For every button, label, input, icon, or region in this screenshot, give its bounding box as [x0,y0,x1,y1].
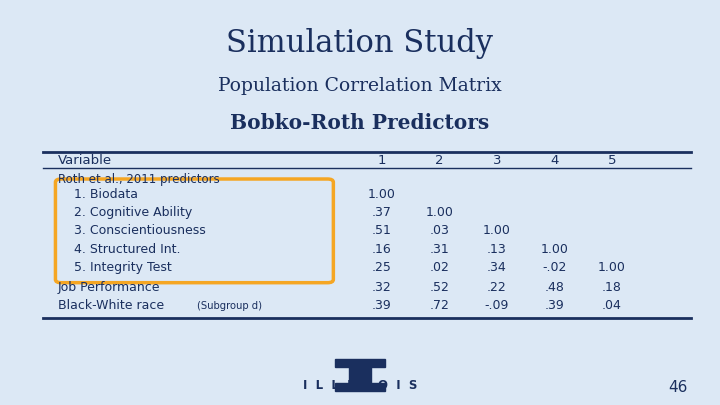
Text: .52: .52 [429,281,449,294]
Text: 2. Cognitive Ability: 2. Cognitive Ability [58,206,192,219]
Text: 2: 2 [435,154,444,167]
Text: 1.00: 1.00 [483,224,510,237]
Text: .32: .32 [372,281,392,294]
Text: .72: .72 [429,299,449,312]
Text: .51: .51 [372,224,392,237]
Text: 3. Conscientiousness: 3. Conscientiousness [58,224,205,237]
Text: .13: .13 [487,243,507,256]
Text: I  L  L  I  N  O  I  S: I L L I N O I S [303,379,417,392]
Text: .16: .16 [372,243,392,256]
Text: 1.00: 1.00 [368,188,395,201]
Text: .37: .37 [372,206,392,219]
Bar [335,383,385,391]
Text: .31: .31 [429,243,449,256]
Text: Simulation Study: Simulation Study [227,28,493,60]
Text: 5. Integrity Test: 5. Integrity Test [58,261,171,274]
Text: Roth et al., 2011 predictors: Roth et al., 2011 predictors [58,173,220,186]
Text: 4: 4 [550,154,559,167]
Text: Population Correlation Matrix: Population Correlation Matrix [218,77,502,95]
Text: Job Performance: Job Performance [58,281,160,294]
Text: .39: .39 [372,299,392,312]
Text: 1: 1 [377,154,386,167]
Text: .22: .22 [487,281,507,294]
Text: 5: 5 [608,154,616,167]
Text: .25: .25 [372,261,392,274]
Text: 46: 46 [668,380,688,395]
Text: .18: .18 [602,281,622,294]
Text: (Subgroup d): (Subgroup d) [197,301,261,311]
Text: Bobko-Roth Predictors: Bobko-Roth Predictors [230,113,490,133]
Text: 3: 3 [492,154,501,167]
Text: .48: .48 [544,281,564,294]
Text: .39: .39 [544,299,564,312]
Text: 1.00: 1.00 [426,206,453,219]
Text: -.09: -.09 [485,299,509,312]
Bar [349,366,371,383]
Text: Black-White race: Black-White race [58,299,168,312]
Text: Variable: Variable [58,154,112,167]
Text: 1. Biodata: 1. Biodata [58,188,138,201]
Bar [335,358,385,367]
Text: -.02: -.02 [542,261,567,274]
Text: .04: .04 [602,299,622,312]
Text: .03: .03 [429,224,449,237]
Text: 1.00: 1.00 [598,261,626,274]
Text: 1.00: 1.00 [541,243,568,256]
Text: 4. Structured Int.: 4. Structured Int. [58,243,180,256]
Text: .02: .02 [429,261,449,274]
Text: .34: .34 [487,261,507,274]
